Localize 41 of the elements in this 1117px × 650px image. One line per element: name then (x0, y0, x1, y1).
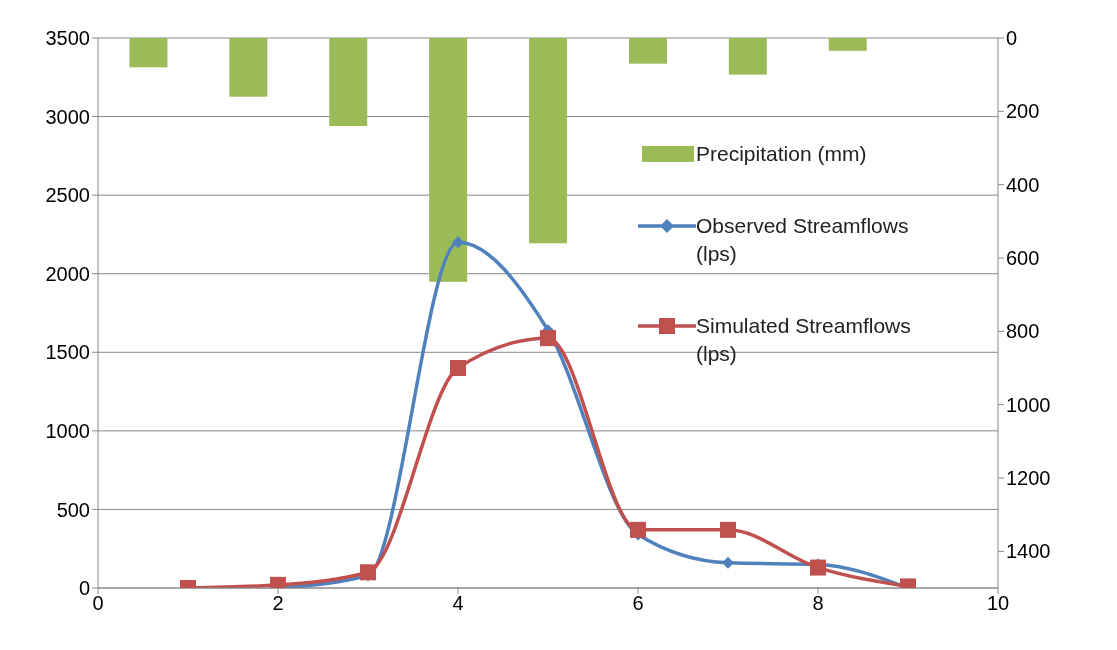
y-tick-label: 3500 (45, 27, 90, 50)
x-tick-label: 4 (452, 592, 464, 615)
point (360, 564, 376, 581)
x-tick-label: 0 (92, 592, 104, 615)
y-tick-label: 3000 (45, 105, 90, 128)
y-tick-label: 500 (56, 498, 90, 521)
point (630, 521, 646, 538)
point (720, 521, 736, 538)
y2-tick-label: 400 (1006, 173, 1040, 196)
y2-tick-label: 1000 (1006, 393, 1051, 416)
point (450, 360, 466, 376)
point (722, 556, 734, 569)
bar (429, 38, 468, 282)
y2-tick-label: 1400 (1006, 540, 1051, 563)
x-tick-label: 6 (632, 592, 644, 615)
point (540, 330, 556, 347)
y-tick-label: 1000 (45, 419, 90, 442)
point (452, 236, 464, 249)
x-tick-label: 2 (272, 592, 284, 615)
y2-tick-label: 600 (1006, 247, 1040, 270)
bar (728, 38, 767, 75)
y-tick-label: 2000 (45, 262, 90, 285)
point (810, 559, 826, 576)
legend-label: Observed Streamflows (lps) (696, 213, 910, 267)
y2-tick-label: 1200 (1006, 467, 1051, 490)
legend-label: Simulated Streamflows (lps) (696, 313, 912, 367)
bar (828, 38, 867, 51)
bar (529, 38, 568, 244)
x-tick-label: 8 (812, 592, 824, 615)
bar (229, 38, 268, 97)
y-tick-label: 1500 (45, 341, 90, 364)
bar (628, 38, 667, 64)
x-tick-label: 10 (986, 592, 1010, 615)
y-tick-label: 2500 (45, 184, 90, 207)
bar (129, 38, 168, 68)
y2-tick-label: 200 (1006, 100, 1040, 123)
y2-tick-label: 800 (1006, 320, 1040, 343)
bar (329, 38, 368, 126)
legend-label: Precipitation (mm) (696, 141, 867, 167)
y-tick-label: 0 (78, 577, 90, 600)
y2-tick-label: 0 (1006, 27, 1018, 50)
